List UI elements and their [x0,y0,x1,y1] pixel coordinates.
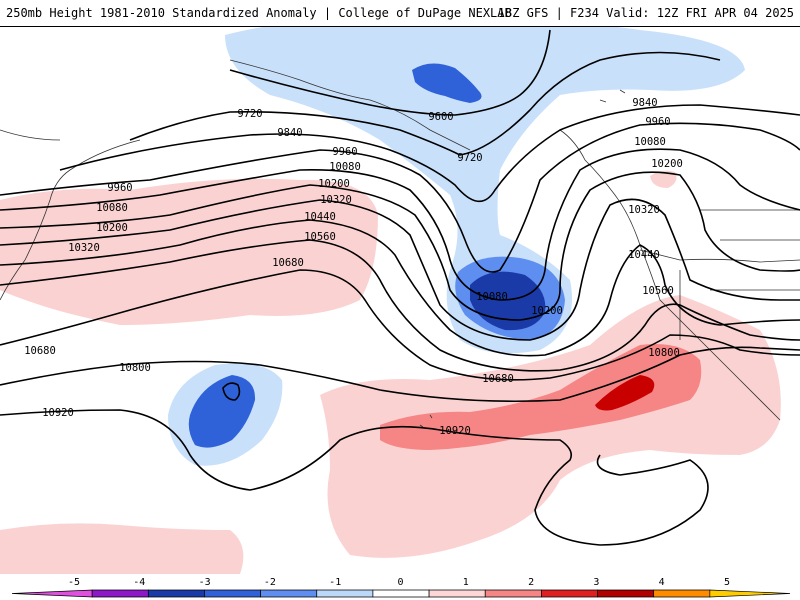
colorbar-tick-label: 0 [397,577,403,588]
contour-label: 9960 [645,116,670,128]
colorbar-tick-label: -5 [68,577,80,588]
colorbar-segment [316,589,374,598]
contour-label: 10200 [96,222,128,234]
positive-anomaly-south-edge [0,523,244,574]
colorbar-tick-label: -4 [133,577,145,588]
contour-label: 10680 [482,373,514,385]
height-anomaly-map: 9600 9720 9720 9840 9840 9960 9960 9960 10080 100… [0,27,800,574]
colorbar-tick-label: 5 [724,577,730,588]
contour-label: 10200 [318,178,350,190]
contour-small-closed [222,382,241,401]
contour-10320 [0,198,800,341]
contour-label: 10440 [628,249,660,261]
colorbar-segment [91,589,149,598]
colorbar-tick-label: 3 [593,577,599,588]
contour-label: 10680 [272,257,304,269]
contour-label: 10320 [320,194,352,206]
colorbar-segment [597,589,655,598]
contour-label: 10200 [651,158,683,170]
positive-anomaly-west-pacific [0,178,378,325]
contour-label: 10800 [648,347,680,359]
negative-anomaly-alaska-core [412,63,482,103]
colorbar-segment [11,589,93,598]
anomaly-colorbar: -5 -4 -3 -2 -1 0 1 2 3 4 5 [0,574,800,600]
contour-10680 [0,269,800,381]
colorbar-segment [484,589,542,598]
contour-labels: 9600 9720 9720 9840 9840 9960 9960 9960 10080 100… [24,97,683,437]
colorbar-tick-label: 2 [528,577,534,588]
contour-label: 9960 [332,146,357,158]
colorbar-segment [709,589,791,598]
colorbar-segment [147,589,205,598]
colorbar-tick-label: -3 [199,577,211,588]
contour-10560 [0,239,800,372]
contour-label: 10080 [329,161,361,173]
colorbar-segment [653,589,711,598]
positive-anomaly-central-pacific-core [595,375,655,411]
contour-label: 10080 [96,202,128,214]
contour-10080 [0,148,800,301]
height-contours [0,29,800,546]
colorbar-segments [11,589,791,598]
contour-10920 [0,409,709,546]
positive-anomaly-small-patch [650,170,677,188]
contour-label: 10320 [628,204,660,216]
positive-anomaly-shading [0,170,781,574]
contour-label: 9960 [107,182,132,194]
coastlines [0,59,800,428]
contour-label: 10080 [634,136,666,148]
contour-label: 9720 [457,152,482,164]
contour-9960 [0,122,800,273]
colorbar-segment [372,589,430,598]
contour-label: 10080 [476,291,508,303]
contour-label: 9600 [428,111,453,123]
model-run-info: 18Z GFS | F234 Valid: 12Z FRI APR 04 202… [497,6,794,20]
contour-label: 10560 [642,285,674,297]
contour-label: 10560 [304,231,336,243]
contour-label: 10800 [119,362,151,374]
contour-10200 [0,171,800,321]
contour-label: 10920 [42,407,74,419]
negative-anomaly-pacific-core [188,375,256,448]
contour-label: 10200 [531,305,563,317]
colorbar-tick-label: 1 [463,577,469,588]
map-header: 250mb Height 1981-2010 Standardized Anom… [0,0,800,27]
positive-anomaly-central-pacific-mid [380,344,702,450]
colorbar-tick-label: -1 [329,577,341,588]
colorbar-segment [541,589,598,598]
contour-label: 10320 [68,242,100,254]
contour-10800 [0,346,800,403]
colorbar-segment [204,589,261,598]
colorbar-segment [260,589,318,598]
colorbar-segment [428,589,486,598]
negative-anomaly-alaska [225,27,745,354]
contour-label: 10440 [304,211,336,223]
colorbar-tick-label: -2 [264,577,276,588]
contour-9840 [59,104,800,203]
contour-label: 9840 [277,127,302,139]
colorbar-ticks: -5 -4 -3 -2 -1 0 1 2 3 4 5 [68,577,730,588]
contour-label: 9720 [237,108,262,120]
contour-9600 [229,29,551,116]
contour-label: 10920 [439,425,471,437]
map-title: 250mb Height 1981-2010 Standardized Anom… [6,6,512,20]
contour-10440 [0,219,800,357]
contour-label: 10680 [24,345,56,357]
contour-9720 [129,51,721,156]
contour-label: 9840 [632,97,657,109]
colorbar-tick-label: 4 [659,577,665,588]
